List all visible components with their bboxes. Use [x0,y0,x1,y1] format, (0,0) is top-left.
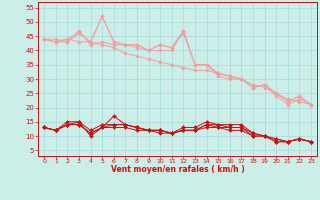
X-axis label: Vent moyen/en rafales ( km/h ): Vent moyen/en rafales ( km/h ) [111,165,244,174]
